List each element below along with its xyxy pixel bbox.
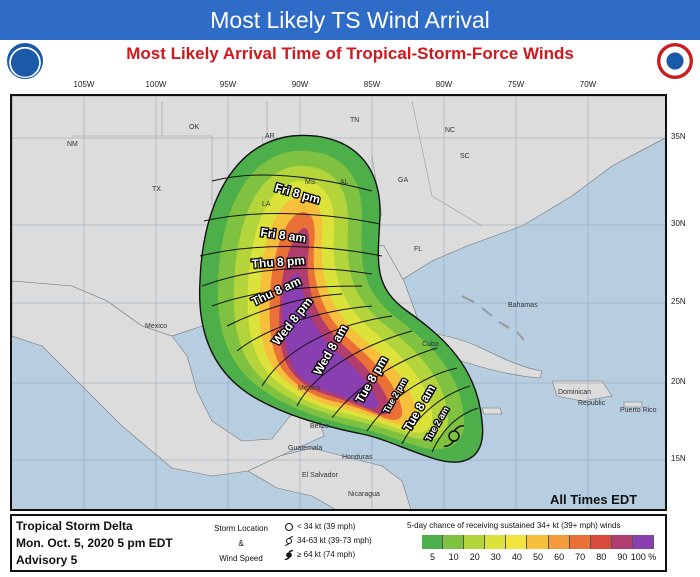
- map-canvas: OK NM TX AR MS AL LA GA TN NC SC FL Mexi…: [12, 96, 665, 509]
- bahamas: [461, 295, 525, 341]
- wind-class-row: < 34 kt (39 mph): [284, 520, 372, 534]
- label-bahamas: Bahamas: [508, 302, 538, 309]
- wind-class-label: < 34 kt (39 mph): [297, 522, 356, 531]
- label-dominican: Dominican: [558, 389, 591, 396]
- hurricane-icon: [284, 550, 294, 560]
- colorbar-label: 30: [490, 552, 501, 562]
- storm-location-legend-labels: Storm Location & Wind Speed: [206, 521, 276, 566]
- open-circle-icon: [285, 523, 293, 531]
- longitude-labels: 105W 100W 95W 90W 85W 80W 75W 70W: [0, 80, 700, 94]
- probability-legend-title: 5-day chance of receiving sustained 34+ …: [407, 521, 621, 530]
- lon-label: 95W: [219, 80, 237, 89]
- label-nc: NC: [445, 127, 455, 134]
- colorbar-swatch: [611, 535, 633, 549]
- hispaniola: [551, 380, 613, 402]
- label-ar: AR: [265, 133, 275, 140]
- colorbar-label: 20: [469, 552, 480, 562]
- wind-speed-label: Wind Speed: [219, 554, 263, 563]
- arrival-label-thu-8pm: Thu 8 pm: [251, 253, 305, 271]
- lon-label: 90W: [291, 80, 309, 89]
- advisory-number: Advisory 5: [16, 553, 78, 567]
- lat-label: 35N: [671, 132, 686, 141]
- colorbar-label: 100 %: [630, 552, 657, 562]
- jamaica: [481, 407, 503, 415]
- label-mexico: Mexico: [145, 323, 167, 330]
- colorbar-swatch: [485, 535, 507, 549]
- label-honduras: Honduras: [342, 454, 373, 461]
- colorbar-swatch: [422, 535, 444, 549]
- label-tx: TX: [152, 186, 161, 193]
- forecast-map: OK NM TX AR MS AL LA GA TN NC SC FL Mexi…: [10, 94, 667, 511]
- label-puerto-rico: Puerto Rico: [620, 407, 657, 414]
- map-subtitle: Most Likely Arrival Time of Tropical-Sto…: [126, 44, 574, 63]
- amp-label: &: [238, 539, 244, 548]
- label-el-salvador: El Salvador: [302, 472, 338, 479]
- legend-panel: Tropical Storm Delta Mon. Oct. 5, 2020 5…: [10, 514, 667, 572]
- label-mexico-2: Mexico: [298, 385, 320, 392]
- colorbar-label: 5: [430, 552, 436, 562]
- colorbar-swatch: [443, 535, 465, 549]
- colorbar-swatch: [548, 535, 570, 549]
- lon-label: 70W: [579, 80, 597, 89]
- label-nicaragua: Nicaragua: [348, 491, 380, 498]
- label-nm: NM: [67, 141, 78, 148]
- label-belize: Belize: [310, 423, 329, 430]
- colorbar-label: 50: [532, 552, 544, 562]
- tropical-storm-icon: [284, 536, 294, 546]
- lon-label: 75W: [507, 80, 525, 89]
- label-ga: GA: [398, 177, 408, 184]
- colorbar-label: 60: [554, 552, 565, 562]
- central-america: [247, 447, 412, 509]
- colorbar-label: 90: [617, 552, 628, 562]
- label-la: LA: [262, 201, 271, 208]
- wind-speed-classes: < 34 kt (39 mph) 34-63 kt (39-73 mph) ≥ …: [284, 520, 372, 562]
- arrival-isochrones: [199, 174, 479, 453]
- lon-label: 85W: [363, 80, 381, 89]
- label-sc: SC: [460, 153, 470, 160]
- colorbar-label: 70: [575, 552, 586, 562]
- cone-outline: [198, 134, 484, 463]
- wind-class-label: 34-63 kt (39-73 mph): [297, 536, 372, 545]
- label-republic: Republic: [578, 400, 606, 407]
- storm-location-label: Storm Location: [214, 524, 268, 533]
- label-guatemala: Guatemala: [288, 445, 322, 452]
- probability-colorbar: [422, 535, 655, 549]
- wind-class-row: 34-63 kt (39-73 mph): [284, 534, 372, 548]
- colorbar-swatch: [464, 535, 486, 549]
- lon-label: 100W: [145, 80, 167, 89]
- colorbar-label: 10: [448, 552, 459, 562]
- puerto-rico: [623, 401, 643, 408]
- noaa-logo: [7, 43, 43, 79]
- lat-label: 20N: [671, 377, 686, 386]
- storm-name: Tropical Storm Delta: [16, 519, 133, 533]
- issue-time: Mon. Oct. 5, 2020 5 pm EDT: [16, 536, 173, 550]
- lon-label: 80W: [435, 80, 453, 89]
- nws-logo: [657, 43, 693, 79]
- colorbar-swatch: [590, 535, 612, 549]
- lat-label: 30N: [671, 219, 686, 228]
- label-fl: FL: [414, 246, 422, 253]
- colorbar-swatch: [506, 535, 528, 549]
- label-cuba: Cuba: [422, 341, 439, 348]
- colorbar-label: 80: [596, 552, 607, 562]
- lon-label: 105W: [73, 80, 95, 89]
- label-tn: TN: [350, 117, 359, 124]
- colorbar-label: 40: [511, 552, 522, 562]
- label-ms: MS: [305, 179, 316, 186]
- label-al: AL: [340, 179, 349, 186]
- title-banner: Most Likely TS Wind Arrival: [0, 0, 700, 40]
- lat-label: 15N: [671, 454, 686, 463]
- wind-class-label: ≥ 64 kt (74 mph): [297, 550, 356, 559]
- banner-title: Most Likely TS Wind Arrival: [210, 6, 490, 33]
- wind-class-row: ≥ 64 kt (74 mph): [284, 548, 372, 562]
- storm-center-symbol: [443, 424, 465, 448]
- label-ok: OK: [189, 124, 199, 131]
- lat-label: 25N: [671, 297, 686, 306]
- all-times-note: All Times EDT: [550, 492, 638, 507]
- colorbar-swatch: [632, 535, 655, 549]
- probability-colorbar-labels: 5 10 20 30 40 50 60 70 80 90 100 %: [422, 552, 672, 564]
- colorbar-swatch: [569, 535, 591, 549]
- colorbar-swatch: [527, 535, 549, 549]
